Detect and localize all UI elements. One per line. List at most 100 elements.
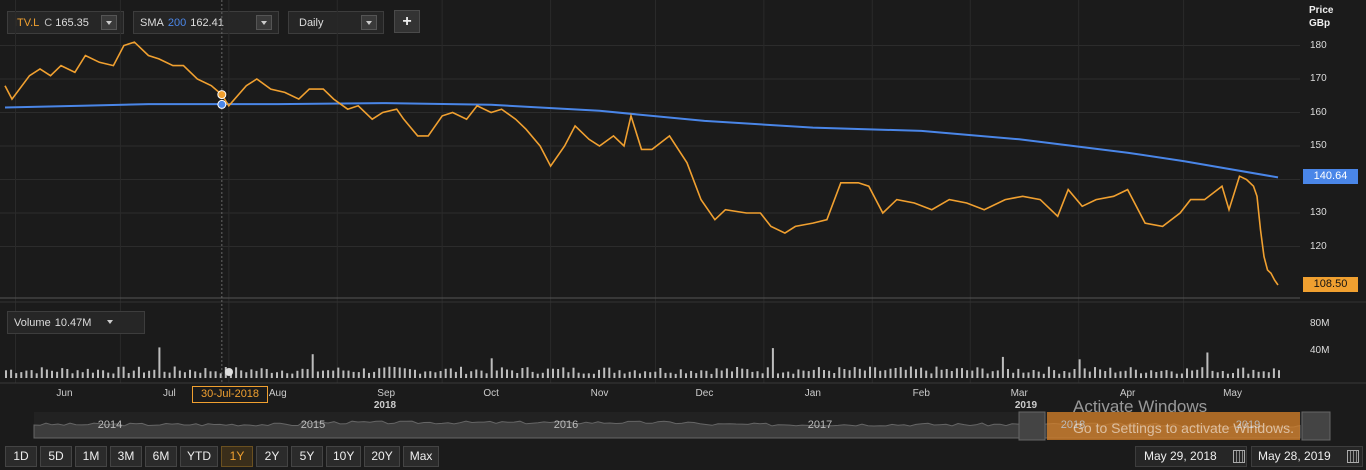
volume-bar	[710, 373, 713, 378]
volume-bar	[1032, 370, 1035, 378]
interval-selector[interactable]: Daily	[288, 11, 384, 34]
volume-tick-40m: 40M	[1310, 345, 1330, 356]
volume-bar	[828, 370, 831, 378]
volume-bar	[874, 367, 877, 378]
volume-bar	[408, 369, 411, 378]
volume-bar	[327, 370, 330, 378]
range-button-20y[interactable]: 20Y	[364, 446, 400, 467]
end-date-field[interactable]: May 28, 2019	[1251, 446, 1363, 467]
volume-bar	[608, 367, 611, 378]
range-button-ytd[interactable]: YTD	[180, 446, 218, 467]
volume-bar	[991, 371, 994, 378]
range-button-1y[interactable]: 1Y	[221, 446, 253, 467]
range-button-10y[interactable]: 10Y	[326, 446, 362, 467]
navigator-selection[interactable]	[1047, 412, 1300, 440]
chevron-down-icon[interactable]	[361, 15, 377, 30]
volume-bar	[1196, 369, 1199, 378]
volume-bar	[1257, 371, 1260, 378]
month-label: Sep	[377, 388, 396, 399]
volume-bar	[153, 369, 156, 378]
volume-bar	[1104, 371, 1107, 378]
volume-bar	[858, 368, 861, 378]
add-indicator-button[interactable]: +	[394, 10, 420, 33]
volume-bar	[516, 373, 519, 378]
navigator-right-handle[interactable]	[1301, 411, 1331, 441]
volume-bar	[1211, 370, 1214, 378]
volume-bar	[1053, 370, 1056, 378]
volume-bar	[777, 373, 779, 378]
month-label: Feb	[912, 388, 930, 399]
range-button-6m[interactable]: 6M	[145, 446, 177, 467]
chevron-down-icon[interactable]	[103, 315, 119, 330]
crosshair-sma-dot	[217, 99, 227, 109]
volume-bar	[173, 366, 176, 378]
range-button-3m[interactable]: 3M	[110, 446, 142, 467]
calendar-icon[interactable]	[1233, 450, 1245, 463]
volume-bar	[654, 371, 657, 378]
volume-bar	[552, 368, 554, 378]
volume-bar	[736, 367, 739, 378]
volume-bar	[792, 373, 795, 378]
volume-label: Volume	[14, 316, 51, 329]
volume-bar	[1191, 370, 1194, 378]
calendar-icon[interactable]	[1347, 450, 1359, 463]
volume-bar	[536, 373, 539, 378]
range-button-5d[interactable]: 5D	[40, 446, 72, 467]
volume-bar	[782, 372, 785, 378]
volume-bar	[362, 368, 365, 378]
volume-bar	[102, 370, 105, 378]
volume-bar	[460, 366, 462, 378]
volume-bar	[884, 370, 887, 378]
volume-bar	[357, 372, 360, 378]
range-button-max[interactable]: Max	[402, 446, 440, 467]
volume-bar	[644, 371, 647, 378]
volume-bar	[439, 371, 442, 378]
symbol-selector[interactable]: ITV.L C 165.35	[7, 11, 124, 34]
month-label: Oct	[483, 388, 499, 399]
volume-bar	[700, 370, 703, 378]
volume-bar	[741, 368, 744, 378]
volume-bar	[1114, 372, 1117, 378]
volume-bar	[1124, 370, 1127, 378]
volume-bar	[633, 370, 636, 378]
volume-bar	[20, 372, 23, 378]
volume-bar	[659, 368, 662, 378]
volume-bar	[904, 369, 907, 378]
month-label: Mar	[1010, 388, 1028, 399]
volume-bar	[557, 369, 560, 378]
navigator-year-label: 2019	[1235, 419, 1261, 431]
month-label: Jun	[56, 388, 73, 399]
volume-bar	[971, 370, 974, 378]
volume-bar	[567, 372, 570, 378]
range-button-2y[interactable]: 2Y	[256, 446, 288, 467]
volume-bar	[1170, 371, 1173, 378]
volume-bar	[715, 368, 718, 378]
volume-bar	[311, 354, 314, 378]
volume-bar	[592, 373, 595, 378]
volume-bar	[475, 369, 478, 378]
price-tick-label: 150	[1310, 140, 1327, 151]
volume-bar	[281, 370, 284, 378]
range-button-1m[interactable]: 1M	[75, 446, 107, 467]
volume-bar	[1119, 371, 1122, 378]
volume-bar	[81, 372, 84, 378]
price-tick-label: 160	[1310, 106, 1327, 118]
volume-bar	[107, 372, 110, 378]
volume-bar	[623, 373, 626, 378]
volume-bar	[894, 368, 897, 378]
volume-bar	[531, 371, 534, 378]
navigator-left-handle[interactable]	[1018, 411, 1046, 441]
volume-bar	[470, 371, 473, 378]
chevron-down-icon[interactable]	[256, 15, 272, 30]
start-date-field[interactable]: May 29, 2018	[1135, 446, 1247, 467]
range-button-1d[interactable]: 1D	[5, 446, 37, 467]
sma-indicator[interactable]: SMA 200 162.41	[133, 11, 279, 34]
volume-selector[interactable]: Volume 10.47M	[7, 311, 145, 334]
volume-bar	[347, 370, 350, 378]
chevron-down-icon[interactable]	[101, 15, 117, 30]
navigator-year-label: 2017	[807, 419, 833, 431]
volume-bar	[1145, 372, 1148, 378]
range-buttons: 1D 5D 1M 3M 6M YTD 1Y 2Y 5Y 10Y 20Y Max	[5, 446, 440, 467]
range-button-5y[interactable]: 5Y	[291, 446, 323, 467]
